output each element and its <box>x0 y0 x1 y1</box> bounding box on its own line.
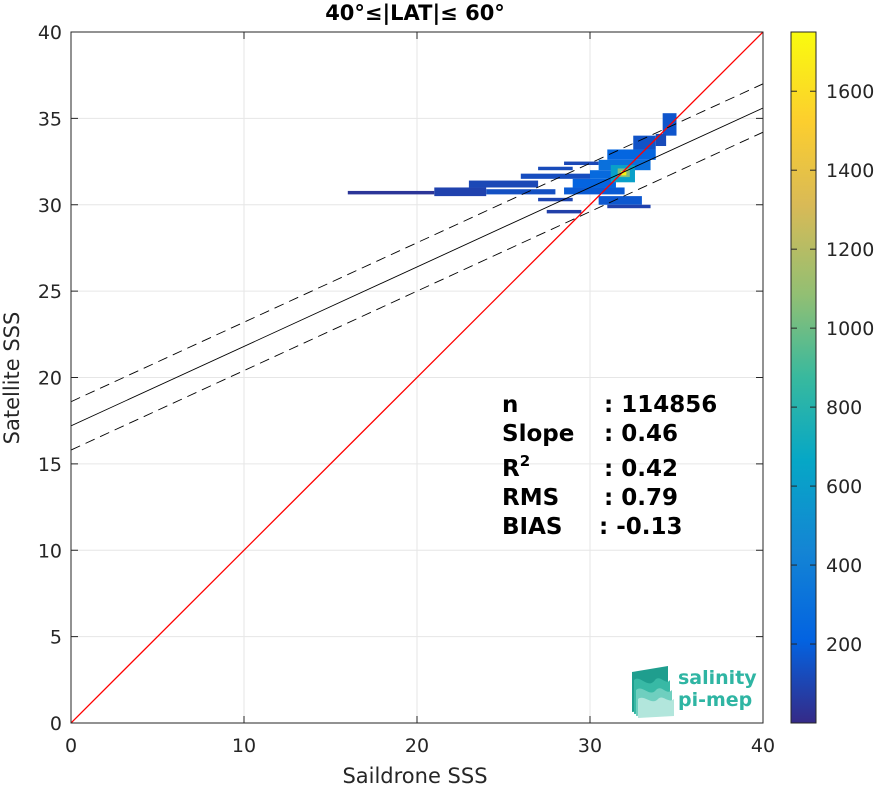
density-cell <box>564 161 599 166</box>
density-cell <box>564 187 625 195</box>
x-tick-label: 10 <box>232 735 256 757</box>
y-axis: 0 5 10 15 20 25 30 35 40 <box>38 22 763 735</box>
fit-lines <box>71 32 763 723</box>
density-cell <box>607 149 656 160</box>
density-cell <box>607 204 651 209</box>
y-tick-label: 40 <box>38 22 62 44</box>
x-tick-label: 0 <box>65 735 77 757</box>
y-axis-label: Satellite SSS <box>0 312 24 445</box>
density-cells <box>347 113 677 214</box>
density-cell <box>572 178 616 188</box>
x-tick-label: 40 <box>751 735 775 757</box>
stat-key: Slope <box>502 421 574 447</box>
stat-value: : -0.13 <box>599 514 683 540</box>
density-cell <box>655 133 667 147</box>
stat-value: : 0.42 <box>604 456 678 482</box>
stat-value: : 0.79 <box>604 485 678 511</box>
x-tick-label: 30 <box>578 735 602 757</box>
stat-key: RMS <box>502 485 559 511</box>
colorbar-ticks: 200 400 600 800 1000 1200 1400 1600 <box>791 81 874 656</box>
colorbar-tick-label: 1000 <box>826 318 874 340</box>
stat-key: BIAS <box>502 514 562 540</box>
y-tick-label: 0 <box>50 713 62 735</box>
stat-value: : 114856 <box>604 392 717 418</box>
density-cell <box>538 197 573 202</box>
chart-title: 40°≤|LAT|≤ 60° <box>325 1 505 26</box>
density-cell <box>546 209 582 214</box>
one-to-one-line <box>71 32 763 723</box>
x-axis-label: Saildrone SSS <box>342 764 487 786</box>
y-tick-label: 35 <box>38 108 62 130</box>
density-cell <box>633 135 656 150</box>
colorbar-tick-label: 1200 <box>826 239 874 261</box>
density-cell <box>486 189 556 195</box>
colorbar-tick-label: 600 <box>826 476 862 498</box>
wave-logo-icon <box>632 666 674 718</box>
y-tick-label: 30 <box>38 195 62 217</box>
density-cell <box>621 171 627 176</box>
colorbar <box>790 31 817 724</box>
density-cell <box>598 196 642 205</box>
density-cell <box>468 180 539 188</box>
density-cell <box>520 173 590 179</box>
colorbar-tick-label: 200 <box>826 634 862 656</box>
y-tick-label: 25 <box>38 281 62 303</box>
density-cell <box>538 166 573 171</box>
logo-line-2: pi-mep <box>678 689 752 711</box>
stat-value: : 0.46 <box>604 421 678 447</box>
density-cell <box>434 187 487 197</box>
colorbar-tick-label: 400 <box>826 555 862 577</box>
regression-line <box>71 107 763 427</box>
y-tick-label: 5 <box>50 627 62 649</box>
y-tick-label: 10 <box>38 540 62 562</box>
colorbar-tick-label: 1600 <box>826 81 874 103</box>
stat-key: n <box>502 392 518 418</box>
x-axis: 0 10 20 30 40 <box>65 32 775 757</box>
y-tick-label: 20 <box>38 368 62 390</box>
y-tick-label: 15 <box>38 454 62 476</box>
density-cell <box>347 190 435 195</box>
colorbar-tick-label: 1400 <box>826 160 874 182</box>
colorbar-tick-label: 800 <box>826 397 862 419</box>
x-tick-label: 20 <box>405 735 429 757</box>
logo-line-1: salinity <box>678 667 757 689</box>
salinity-pi-mep-logo: salinity pi-mep <box>632 666 757 718</box>
